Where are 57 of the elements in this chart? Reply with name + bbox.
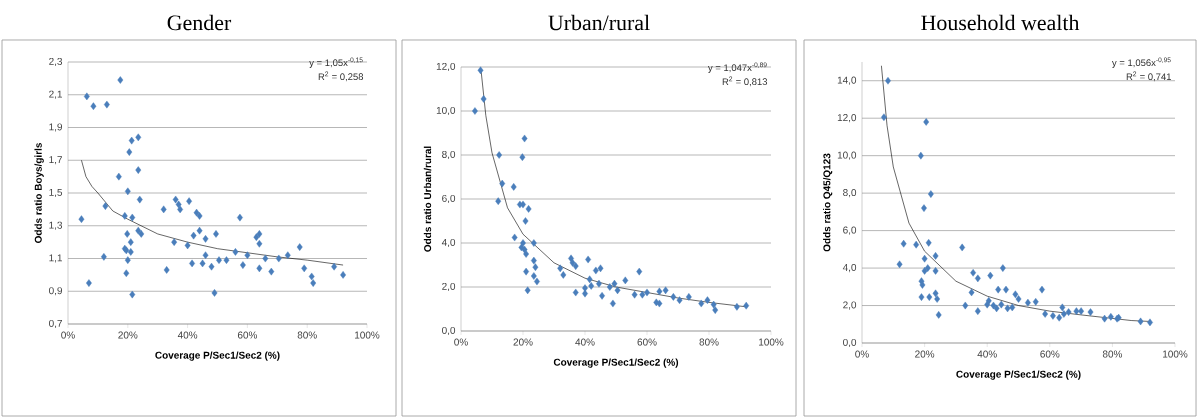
- y-tick-label: 2,3: [49, 57, 63, 67]
- x-tick-label: 0%: [855, 350, 869, 358]
- chart-title: Gender: [167, 14, 232, 31]
- annotation: y = 1,047x$^{-0,89}$: [707, 62, 767, 73]
- x-tick-label: 20%: [915, 350, 935, 358]
- x-tick-label: 60%: [637, 338, 657, 346]
- y-tick-label: 14,0: [837, 76, 857, 85]
- x-tick-label: 20%: [118, 331, 138, 339]
- x-tick-label: 80%: [699, 338, 719, 346]
- y-tick-label: 2,0: [442, 282, 456, 292]
- x-tick-label: 40%: [977, 350, 997, 358]
- x-tick-label: 80%: [1102, 350, 1123, 358]
- x-axis-title: Coverage P/Sec1/Sec2 (%): [155, 351, 280, 361]
- y-tick-label: 10,0: [837, 151, 857, 160]
- y-tick-label: 10,0: [436, 106, 456, 116]
- x-tick-label: 0%: [61, 331, 75, 339]
- annotation: R$^{2}$ = 0,813: [722, 76, 768, 87]
- x-tick-label: 100%: [759, 338, 784, 346]
- y-tick-label: 1,5: [49, 188, 63, 198]
- x-tick-label: 60%: [237, 331, 258, 339]
- x-tick-label: 40%: [177, 331, 198, 339]
- x-tick-label: 40%: [575, 338, 595, 346]
- y-tick-label: 0,0: [442, 326, 456, 336]
- y-tick-label: 12,0: [837, 114, 857, 123]
- chart-title: Urban/rural: [548, 14, 650, 31]
- y-tick-label: 4,0: [441, 238, 456, 248]
- y-axis-title: Odds ratio Q45/Q123: [823, 153, 833, 252]
- x-axis-title: Coverage P/Sec1/Sec2 (%): [956, 370, 1081, 380]
- annotation: R$^{2}$ = 0,741: [1126, 71, 1172, 82]
- x-tick-label: 80%: [297, 331, 317, 339]
- x-tick-label: 20%: [513, 338, 533, 346]
- x-tick-label: 100%: [355, 331, 380, 339]
- y-tick-label: 2,0: [843, 301, 857, 310]
- x-tick-label: 60%: [1040, 350, 1060, 358]
- y-tick-label: 8,0: [843, 189, 857, 198]
- y-tick-label: 2,1: [49, 90, 62, 99]
- y-tick-label: 0,9: [49, 287, 63, 296]
- y-axis-title: Odds ratio Urban/rural: [423, 146, 432, 252]
- y-tick-label: 0,0: [843, 338, 857, 348]
- annotation: y = 1,05x$^{-0,15}$: [309, 57, 363, 68]
- y-tick-label: 1,3: [49, 221, 63, 230]
- y-tick-label: 6,0: [843, 226, 857, 235]
- y-tick-label: 8,0: [442, 150, 456, 160]
- y-tick-label: 1,9: [49, 123, 63, 132]
- y-tick-label: 6,0: [442, 194, 456, 204]
- y-tick-label: 12,0: [436, 62, 456, 72]
- y-tick-label: 1,7: [49, 156, 62, 165]
- y-tick-label: 4,0: [842, 263, 857, 273]
- x-axis-title: Coverage P/Sec1/Sec2 (%): [553, 358, 679, 368]
- x-tick-label: 100%: [1163, 350, 1188, 358]
- x-tick-label: 0%: [454, 338, 468, 346]
- chart-title: Household wealth: [921, 14, 1080, 31]
- y-axis-title: Odds ratio Boys/girls: [34, 143, 44, 243]
- annotation: y = 1,056x$^{-0,95}$: [1111, 57, 1171, 68]
- y-tick-label: 0,7: [49, 319, 62, 329]
- annotation: R$^{2}$ = 0,258: [318, 71, 364, 82]
- y-tick-label: 1,1: [49, 254, 62, 263]
